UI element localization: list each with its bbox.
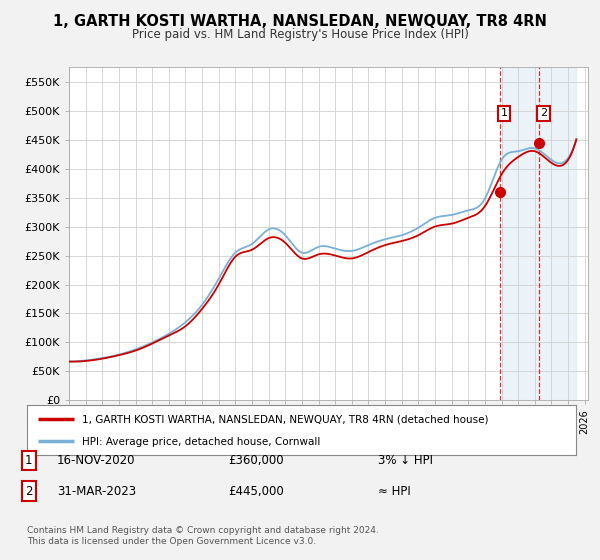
- Text: Contains HM Land Registry data © Crown copyright and database right 2024.
This d: Contains HM Land Registry data © Crown c…: [27, 526, 379, 546]
- Text: 31-MAR-2023: 31-MAR-2023: [57, 484, 136, 498]
- Text: 1, GARTH KOSTI WARTHA, NANSLEDAN, NEWQUAY, TR8 4RN: 1, GARTH KOSTI WARTHA, NANSLEDAN, NEWQUA…: [53, 14, 547, 29]
- Text: 2: 2: [540, 109, 547, 119]
- Text: HPI: Average price, detached house, Cornwall: HPI: Average price, detached house, Corn…: [82, 437, 320, 447]
- Text: 1, GARTH KOSTI WARTHA, NANSLEDAN, NEWQUAY, TR8 4RN (detached house): 1, GARTH KOSTI WARTHA, NANSLEDAN, NEWQUA…: [82, 414, 488, 424]
- Text: 1: 1: [25, 454, 32, 467]
- Text: Price paid vs. HM Land Registry's House Price Index (HPI): Price paid vs. HM Land Registry's House …: [131, 28, 469, 41]
- Text: 1: 1: [500, 109, 508, 119]
- Text: £360,000: £360,000: [228, 454, 284, 467]
- Bar: [502, 67, 577, 400]
- Text: 2: 2: [25, 484, 32, 498]
- Text: ≈ HPI: ≈ HPI: [378, 484, 411, 498]
- Text: £445,000: £445,000: [228, 484, 284, 498]
- Text: 16-NOV-2020: 16-NOV-2020: [57, 454, 136, 467]
- Text: 3% ↓ HPI: 3% ↓ HPI: [378, 454, 433, 467]
